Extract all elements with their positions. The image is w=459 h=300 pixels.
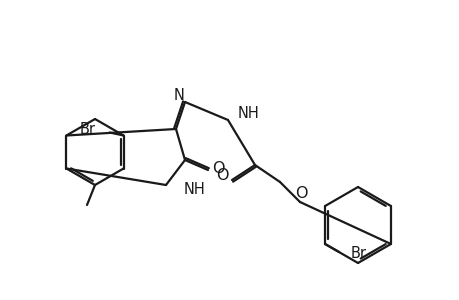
Text: Br: Br xyxy=(350,247,366,262)
Text: O: O xyxy=(215,167,228,182)
Text: N: N xyxy=(173,88,184,103)
Text: NH: NH xyxy=(184,182,205,197)
Text: NH: NH xyxy=(237,106,259,121)
Text: O: O xyxy=(294,187,307,202)
Text: Br: Br xyxy=(79,122,95,137)
Text: O: O xyxy=(211,160,224,175)
